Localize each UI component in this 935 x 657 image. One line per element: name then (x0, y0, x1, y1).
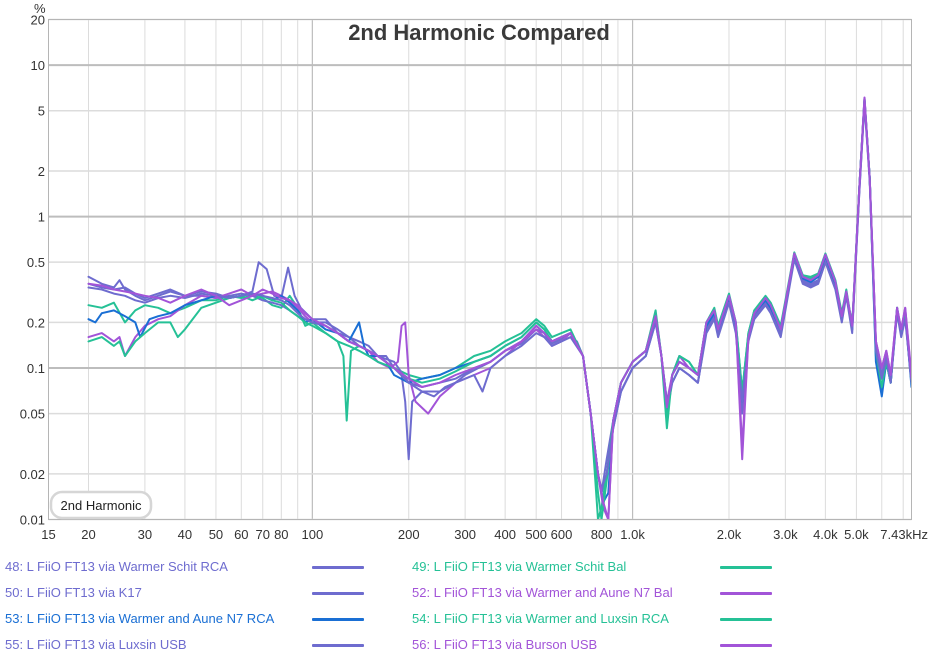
x-tick-label: 1.0k (620, 527, 645, 542)
x-tick-label: 70 (256, 527, 270, 542)
x-tick-label: 300 (454, 527, 476, 542)
y-axis-ticks: 20 10 5 2 1 0.5 0.2 0.1 0.05 0.02 0.01 (20, 13, 45, 528)
x-tick-label: 20 (81, 527, 95, 542)
legend-swatch-49 (720, 566, 772, 569)
x-axis-ticks: 15 20 30 40 50 60 70 80 100 200 300 400 500 600 800 1.0… (41, 527, 928, 542)
x-tick-label: 50 (209, 527, 223, 542)
legend-swatch-50 (312, 592, 364, 595)
plot-frame (48, 19, 912, 520)
y-tick-label: 5 (38, 104, 45, 119)
x-tick-label: 4.0k (813, 527, 838, 542)
y-tick-label: 20 (31, 13, 45, 28)
series-line-49 (87, 97, 912, 520)
y-tick-label: 0.02 (20, 467, 45, 482)
series-line-54 (87, 97, 912, 520)
harmonic-badge[interactable]: 2nd Harmonic (49, 490, 153, 520)
legend-swatch-53 (312, 618, 364, 621)
y-tick-label: 0.1 (27, 361, 45, 376)
grid (48, 18, 912, 521)
legend-label: 56: L FiiO FT13 via Burson USB (412, 637, 598, 652)
x-tick-label: 200 (398, 527, 420, 542)
x-tick-label: 15 (41, 527, 55, 542)
x-tick-label: 2.0k (717, 527, 742, 542)
legend-label: 53: L FiiO FT13 via Warmer and Aune N7 R… (5, 611, 275, 626)
legend-swatch-54 (720, 618, 772, 621)
x-tick-label: 3.0k (773, 527, 798, 542)
legend-item-54[interactable]: 54: L FiiO FT13 via Warmer and Luxsin RC… (412, 609, 669, 629)
legend-item-55[interactable]: 55: L FiiO FT13 via Luxsin USB (5, 635, 187, 655)
series-line-56 (87, 96, 912, 520)
legend-label: 54: L FiiO FT13 via Warmer and Luxsin RC… (412, 611, 669, 626)
legend-label: 49: L FiiO FT13 via Warmer Schit Bal (412, 559, 627, 574)
x-tick-label: 100 (301, 527, 323, 542)
legend-swatch-48 (312, 566, 364, 569)
y-tick-label: 10 (31, 58, 45, 73)
legend-swatch-52 (720, 592, 772, 595)
x-tick-label: 60 (234, 527, 248, 542)
legend-item-50[interactable]: 50: L FiiO FT13 via K17 (5, 583, 142, 603)
series-line-55 (87, 102, 912, 490)
y-tick-label: 0.5 (27, 255, 45, 270)
x-tick-label: 80 (274, 527, 288, 542)
y-axis-unit: % (34, 1, 46, 16)
legend-item-52[interactable]: 52: L FiiO FT13 via Warmer and Aune N7 B… (412, 583, 673, 603)
badge-label: 2nd Harmonic (61, 498, 142, 513)
chart-title: 2nd Harmonic Compared (348, 20, 610, 45)
legend-swatch-55 (312, 644, 364, 647)
y-tick-label: 0.01 (20, 513, 45, 528)
y-tick-label: 0.05 (20, 407, 45, 422)
x-tick-label: 600 (551, 527, 573, 542)
x-tick-label: 5.0k (844, 527, 869, 542)
y-tick-label: 0.2 (27, 315, 45, 330)
harmonic-chart: 20 10 5 2 1 0.5 0.2 0.1 0.05 0.02 0.01 15 20 30 40 50 6… (20, 1, 928, 542)
x-tick-label: 30 (138, 527, 152, 542)
x-tick-label: 7.43kHz (880, 527, 928, 542)
legend-item-53[interactable]: 53: L FiiO FT13 via Warmer and Aune N7 R… (5, 609, 274, 629)
legend: 48: L FiiO FT13 via Warmer Schit RCA 49:… (0, 555, 935, 655)
badge-frame (49, 490, 153, 520)
legend-item-49[interactable]: 49: L FiiO FT13 via Warmer Schit Bal (412, 557, 626, 577)
legend-label: 52: L FiiO FT13 via Warmer and Aune N7 B… (412, 585, 673, 600)
legend-label: 48: L FiiO FT13 via Warmer Schit RCA (5, 559, 228, 574)
series-layer (87, 96, 912, 520)
legend-swatch-56 (720, 644, 772, 647)
x-tick-label: 500 (525, 527, 547, 542)
legend-label: 50: L FiiO FT13 via K17 (5, 585, 142, 600)
legend-item-48[interactable]: 48: L FiiO FT13 via Warmer Schit RCA (5, 557, 228, 577)
series-line-52 (87, 96, 912, 520)
x-tick-label: 400 (494, 527, 516, 542)
y-tick-label: 1 (38, 210, 45, 225)
legend-label: 55: L FiiO FT13 via Luxsin USB (5, 637, 187, 652)
x-tick-label: 40 (178, 527, 192, 542)
legend-item-56[interactable]: 56: L FiiO FT13 via Burson USB (412, 635, 597, 655)
x-tick-label: 800 (591, 527, 613, 542)
y-tick-label: 2 (38, 164, 45, 179)
